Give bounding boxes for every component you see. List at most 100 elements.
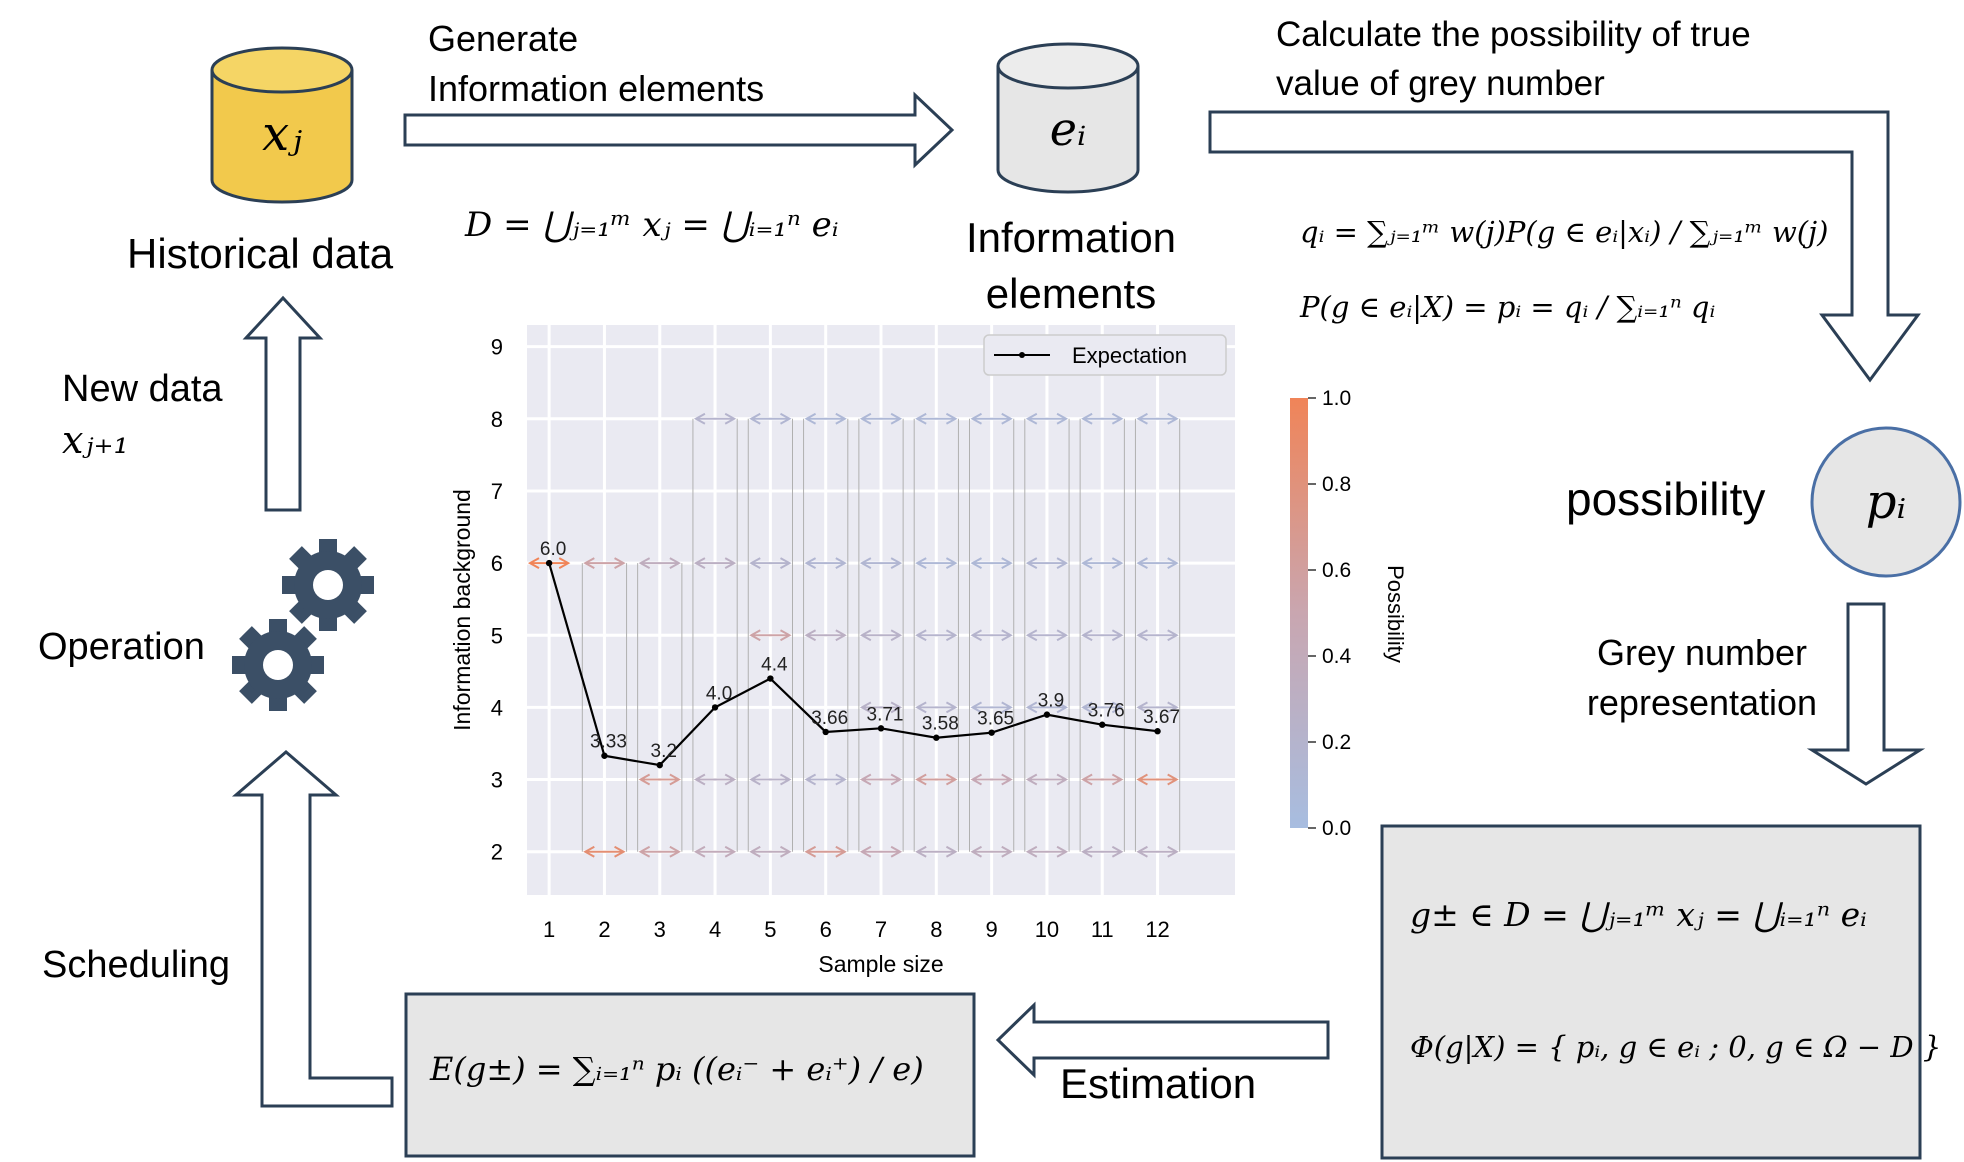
y-tick-label: 3 [491, 768, 503, 793]
x-axis-label: Sample size [818, 951, 943, 977]
qi-formula: qᵢ = ∑ⱼ₌₁ᵐ w(j)P(g ∈ eᵢ|xᵢ) / ∑ⱼ₌₁ᵐ w(j) [1300, 215, 1829, 249]
possibility-circle [1810, 426, 1962, 578]
interval-arrowhead [583, 845, 595, 858]
interval-arrowhead [749, 845, 761, 858]
interval-arrowhead [1167, 557, 1179, 569]
colorbar-tick-label: 0.2 [1322, 731, 1351, 754]
colorbar-tick-label: 1.0 [1322, 387, 1351, 410]
interval-arrowhead [749, 773, 761, 786]
interval-arrowhead [970, 773, 982, 786]
interval-arrowhead [1056, 412, 1069, 425]
interval-arrowhead [780, 629, 792, 642]
interval-arrowhead [780, 845, 792, 858]
x-tick-label: 7 [875, 917, 887, 942]
historical-data-label: Historical data [127, 230, 394, 277]
interval-arrowhead [859, 845, 872, 858]
scheduling-label: Scheduling [42, 944, 231, 986]
new-data-label: New data [62, 368, 223, 410]
interval-arrowhead [669, 773, 681, 786]
interval-arrowhead [749, 412, 761, 425]
interval-arrowhead [614, 845, 626, 858]
colorbar-tick-label: 0.0 [1322, 817, 1351, 840]
expectation-point [933, 734, 940, 741]
operation-label: Operation [38, 626, 205, 668]
interval-arrowhead [1081, 845, 1093, 858]
gear-icon [232, 619, 324, 711]
interval-arrowhead [945, 701, 958, 714]
x-tick-label: 2 [598, 917, 610, 942]
interval-arrowhead [693, 412, 706, 425]
interval-arrowhead [693, 845, 706, 858]
colorbar-label: Possibility [1383, 565, 1408, 663]
interval-arrowhead [527, 557, 540, 569]
interval-arrowhead [835, 773, 847, 786]
interval-arrowhead [804, 845, 817, 858]
interval-arrowhead [749, 557, 761, 569]
database-icon [996, 42, 1140, 194]
interval-arrowhead [1136, 701, 1148, 714]
generate-label: Generate Information elements [428, 18, 765, 109]
x-tick-label: 1 [543, 917, 555, 942]
pi-symbol: pᵢ [1866, 474, 1906, 530]
interval-arrowhead [1167, 773, 1179, 786]
x-tick-label: 8 [930, 917, 942, 942]
interval-arrowhead [890, 412, 903, 425]
interval-arrowhead [749, 629, 761, 642]
interval-arrowhead [1111, 412, 1124, 425]
interval-arrowhead [1025, 701, 1038, 714]
expectation-point [656, 761, 663, 769]
interval-arrowhead [835, 629, 847, 642]
estimation-label: Estimation [1060, 1060, 1257, 1107]
expectation-value-label: 3.71 [867, 704, 904, 725]
interval-arrowhead [780, 773, 792, 786]
interval-arrowhead [558, 557, 571, 569]
interval-arrowhead [1001, 629, 1013, 642]
calculate-arrow [1208, 110, 1921, 383]
grey-representation-label: Grey number representation [1586, 632, 1818, 723]
interval-arrowhead [1111, 629, 1124, 642]
interval-arrowhead [1167, 845, 1179, 858]
interval-arrowhead [970, 629, 982, 642]
interval-arrowhead [1081, 701, 1093, 714]
expectation-value-label: 4.4 [761, 655, 788, 676]
interval-arrowhead [1001, 845, 1013, 858]
interval-arrowhead [669, 845, 681, 858]
interval-arrowhead [859, 629, 872, 642]
interval-arrowhead [804, 557, 817, 569]
interval-arrowhead [890, 845, 903, 858]
interval-arrowhead [890, 701, 903, 714]
interval-arrowhead [1056, 845, 1069, 858]
interval-arrowhead [1056, 773, 1069, 786]
expectation-value-label: 6.0 [540, 539, 566, 560]
interval-arrowhead [1136, 557, 1148, 569]
pg-formula: P(g ∈ eᵢ|X) = pᵢ = qᵢ / ∑ᵢ₌₁ⁿ qᵢ [1300, 290, 1716, 324]
interval-arrowhead [859, 412, 872, 425]
x-tick-label: 3 [654, 917, 666, 942]
y-tick-label: 9 [491, 335, 503, 360]
expectation-box [404, 992, 976, 1158]
interval-arrowhead [1025, 845, 1038, 858]
expectation-point [601, 752, 608, 759]
interval-arrowhead [1136, 412, 1148, 425]
expectation-value-label: 3.67 [1143, 707, 1180, 728]
expectation-point [988, 729, 995, 736]
expectation-point [711, 704, 719, 711]
expectation-point [545, 559, 553, 567]
new-data-symbol: xⱼ₊₁ [62, 418, 129, 462]
x-tick-label: 9 [986, 917, 998, 942]
expectation-value-label: 3.76 [1088, 701, 1125, 722]
expectation-value-label: 4.0 [706, 683, 732, 704]
expectation-value-label: 3.2 [651, 741, 677, 762]
colorbar-tick-label: 0.4 [1322, 645, 1352, 668]
scheduling-arrow-shape [231, 750, 394, 1108]
interval-arrowhead [890, 773, 903, 786]
expectation-value-label: 3.58 [922, 714, 959, 735]
interval-arrowhead [835, 412, 847, 425]
x-tick-label: 4 [709, 917, 721, 942]
estimation-arrow [995, 1001, 1330, 1079]
expectation-point [877, 725, 885, 732]
x-tick-label: 12 [1145, 917, 1169, 942]
gear-icon [282, 539, 374, 631]
calculate-label: Calculate the possibility of true value … [1276, 15, 1751, 103]
